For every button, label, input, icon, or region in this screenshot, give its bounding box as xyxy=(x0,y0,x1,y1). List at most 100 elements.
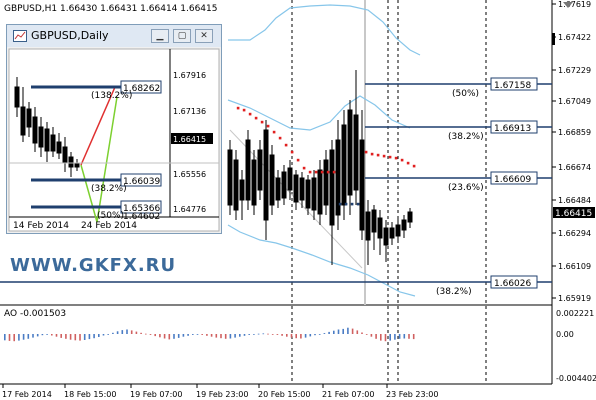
inset-fib-price: 1.64602 xyxy=(123,212,160,222)
ao-bar xyxy=(83,334,86,340)
fib-price-box xyxy=(490,171,538,185)
ao-bar xyxy=(276,334,279,335)
ask-line-marker xyxy=(552,33,555,45)
sar-dot xyxy=(394,156,398,160)
fib-level-percent: (38.2%) xyxy=(448,132,484,142)
fib-level-price: 1.66609 xyxy=(494,175,531,185)
price-axis-label: 1.67619 xyxy=(558,0,591,9)
ao-bar xyxy=(286,334,288,337)
time-axis-label: 17 Feb 2014 xyxy=(2,390,52,399)
candle-body xyxy=(287,167,293,191)
ao-bar xyxy=(173,334,175,339)
sar-dot xyxy=(412,164,416,168)
ao-bar xyxy=(267,333,269,335)
inset-candle-body xyxy=(62,146,68,163)
inset-current-price: 1.66415 xyxy=(173,135,206,144)
ao-bar xyxy=(135,331,138,334)
inset-price-axis-labels: 1.67916 1.67136 1.66415 1.65556 1.64776 xyxy=(171,71,213,214)
ao-bar xyxy=(323,333,326,334)
ao-bar xyxy=(370,334,373,337)
ao-bar xyxy=(192,334,194,335)
band-line xyxy=(227,224,416,297)
candle-body xyxy=(317,169,323,215)
ao-bar xyxy=(394,334,396,340)
restore-button[interactable]: ▢ xyxy=(173,29,191,43)
sar-dot xyxy=(338,202,342,206)
sar-dot xyxy=(356,202,360,206)
candle-body xyxy=(401,219,407,231)
sar-dot xyxy=(320,170,324,174)
ao-bar xyxy=(55,334,58,337)
ao-bar xyxy=(112,332,114,334)
ao-bar xyxy=(314,334,316,336)
price-axis-label: 1.66294 xyxy=(558,229,591,238)
candle-body xyxy=(257,149,263,191)
ao-bar xyxy=(22,334,25,340)
parabolic-sar-dots xyxy=(236,106,416,206)
ao-bar xyxy=(215,334,218,338)
candle-body xyxy=(323,159,329,206)
ao-bar xyxy=(309,334,312,337)
fib-level-price: 1.67158 xyxy=(494,81,531,91)
candle-body xyxy=(365,211,371,241)
sar-dot xyxy=(376,153,380,157)
sar-dot xyxy=(236,106,240,110)
ao-axis-label: 0.002221 xyxy=(556,309,594,318)
daily-inset-window[interactable]: GBPUSD,Daily ▁ ▢ ✕ 1.68262 1.66039 1.65366… xyxy=(6,24,222,234)
fib-level-percent: (38.2%) xyxy=(436,287,472,297)
ao-bar xyxy=(328,331,330,334)
ao-bar xyxy=(295,334,297,339)
ao-bar xyxy=(149,334,152,335)
ao-bar xyxy=(318,334,321,335)
sar-dot xyxy=(344,202,348,206)
ao-bar xyxy=(220,334,222,339)
minimize-button[interactable]: ▁ xyxy=(151,29,169,43)
fib-level-percent: (50%) xyxy=(452,89,479,99)
inset-fib-price-box xyxy=(120,80,162,94)
ao-bar xyxy=(257,333,260,335)
ao-bar xyxy=(333,330,335,334)
inset-price-label: 1.64776 xyxy=(173,205,206,214)
sar-dot xyxy=(332,170,336,174)
ao-bar xyxy=(290,334,293,338)
ao-bar xyxy=(398,334,401,339)
fibonacci-levels: (50%) 1.67158 (38.2%) 1.66913 (23.6%) 1.66609… xyxy=(0,77,552,297)
candle-body xyxy=(305,179,311,209)
inset-title-bar[interactable]: GBPUSD,Daily ▁ ▢ ✕ xyxy=(7,25,221,47)
inset-candle-body xyxy=(74,162,80,168)
inset-fib-price: 1.68262 xyxy=(123,84,160,94)
fib-level-price: 1.66913 xyxy=(494,124,531,134)
ao-bar xyxy=(154,334,156,337)
ao-bar xyxy=(8,334,11,341)
inset-candle-body xyxy=(32,116,38,144)
ao-histogram: 0.002221 0.00 -0.004402 xyxy=(4,309,596,383)
candle-body xyxy=(353,114,359,191)
ao-bar xyxy=(403,334,406,339)
close-button[interactable]: ✕ xyxy=(195,29,213,43)
ao-bar xyxy=(412,334,415,340)
ao-bar xyxy=(159,334,161,338)
sar-dot xyxy=(242,108,246,112)
ao-bar xyxy=(234,334,236,338)
inset-fib-percent: (38.2%) xyxy=(91,184,127,194)
ao-bar xyxy=(65,334,67,339)
inset-fib-price-box xyxy=(120,173,162,187)
ao-bar xyxy=(93,334,95,339)
sar-dot xyxy=(254,116,258,120)
ao-bar xyxy=(389,334,391,341)
sar-dot xyxy=(370,152,374,156)
ao-bar xyxy=(380,334,382,341)
sar-dot xyxy=(260,120,264,124)
ao-bar xyxy=(361,332,363,334)
sar-dot xyxy=(272,130,276,134)
price-axis-label: 1.66109 xyxy=(558,262,591,271)
ao-bar xyxy=(13,334,15,342)
fib-level-price: 1.66026 xyxy=(494,279,531,289)
candle-body xyxy=(383,227,389,246)
sar-dot xyxy=(406,161,410,165)
sar-dot xyxy=(364,150,368,154)
ao-bar xyxy=(27,334,30,339)
